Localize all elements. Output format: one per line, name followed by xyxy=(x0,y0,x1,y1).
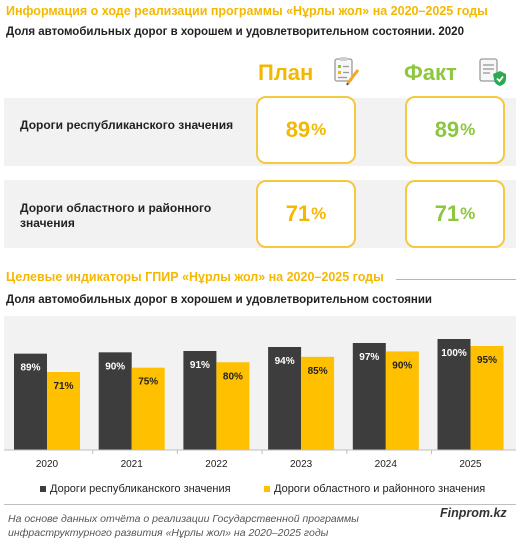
bar-republican xyxy=(183,351,217,450)
bar-value-label: 71% xyxy=(53,381,73,392)
plan-value: 71 xyxy=(285,201,311,226)
bar-value-label: 95% xyxy=(477,355,497,366)
bar-republican xyxy=(98,352,132,450)
legend-item-regional: Дороги областного и районного значения xyxy=(264,483,485,495)
x-tick-label: 2020 xyxy=(36,459,59,470)
summary-row-label: Дороги областного и районного значения xyxy=(20,201,212,230)
brand-logo-text: Finprom.kz xyxy=(440,506,507,520)
footer-divider xyxy=(4,504,516,505)
checklist-pencil-icon xyxy=(334,57,360,86)
bar-value-label: 75% xyxy=(138,377,158,388)
chart-title: Целевые индикаторы ГПИР «Нұрлы жол» на 2… xyxy=(6,270,384,284)
bar-regional xyxy=(470,346,504,450)
fact-unit: % xyxy=(460,120,476,139)
x-tick-label: 2023 xyxy=(290,459,313,470)
fact-value-box: 89% xyxy=(405,96,505,164)
summary-row-label: Дороги республиканского значения xyxy=(20,118,234,132)
bar-value-label: 90% xyxy=(105,361,125,372)
plan-unit: % xyxy=(311,204,327,223)
page-subtitle: Доля автомобильных дорог в хорошем и удо… xyxy=(6,26,464,38)
bar-regional xyxy=(47,372,80,450)
bar-value-label: 90% xyxy=(392,360,412,371)
bar-value-label: 89% xyxy=(20,363,40,374)
legend-label: Дороги республиканского значения xyxy=(50,483,231,495)
legend-swatch-dark xyxy=(40,486,46,492)
x-tick-label: 2022 xyxy=(205,459,228,470)
legend-item-republican: Дороги республиканского значения xyxy=(40,483,231,495)
bar-value-label: 80% xyxy=(223,371,243,382)
chart-subtitle: Доля автомобильных дорог в хорошем и удо… xyxy=(6,294,432,306)
bar-republican xyxy=(437,339,471,450)
plan-heading: План xyxy=(258,60,314,85)
fact-unit: % xyxy=(460,204,476,223)
fact-value: 89 xyxy=(434,117,460,142)
document-check-icon xyxy=(479,58,506,86)
bar-value-label: 85% xyxy=(308,366,328,377)
x-tick-label: 2024 xyxy=(375,459,398,470)
plan-unit: % xyxy=(311,120,327,139)
page-title: Информация о ходе реализации программы «… xyxy=(6,4,488,18)
chart-background xyxy=(4,316,516,450)
bar-chart: 89% 71% 90% 75% 91% 80% 94% 85% 97% 90% 100% 95% 20… xyxy=(4,339,516,470)
bar-regional xyxy=(131,367,165,450)
bar-value-label: 94% xyxy=(275,356,295,367)
bar-value-label: 97% xyxy=(359,352,379,363)
bar-republican xyxy=(352,343,386,450)
x-tick-label: 2025 xyxy=(459,459,482,470)
x-tick-label: 2021 xyxy=(121,459,144,470)
plan-value-box: 71% xyxy=(256,180,356,248)
title-divider xyxy=(396,279,516,280)
legend-label: Дороги областного и районного значения xyxy=(274,483,486,495)
bar-value-label: 91% xyxy=(190,360,210,371)
bar-regional xyxy=(301,356,335,450)
bar-value-label: 100% xyxy=(441,348,467,359)
fact-heading: Факт xyxy=(404,60,457,85)
bar-regional xyxy=(216,362,250,450)
bar-republican xyxy=(14,353,47,450)
fact-value: 71 xyxy=(434,201,460,226)
bar-regional xyxy=(385,351,419,450)
plan-value-box: 89% xyxy=(256,96,356,164)
source-note: На основе данных отчёта о реализации Гос… xyxy=(8,513,359,539)
legend-swatch-yellow xyxy=(264,486,270,492)
bar-republican xyxy=(268,347,302,450)
fact-value-box: 71% xyxy=(405,180,505,248)
plan-value: 89 xyxy=(285,117,311,142)
